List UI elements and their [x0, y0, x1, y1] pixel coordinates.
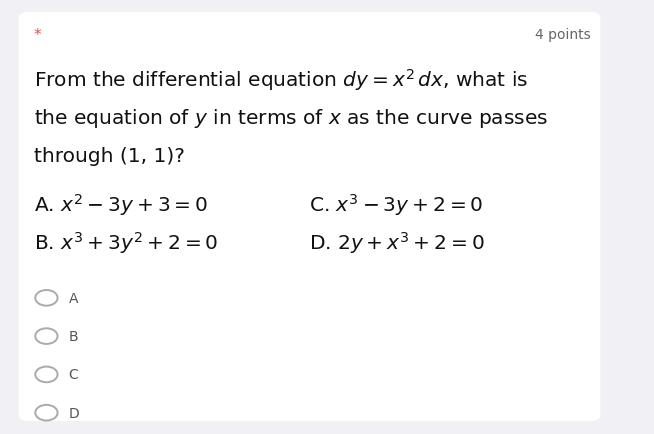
FancyBboxPatch shape	[18, 13, 600, 421]
Text: the equation of $y$ in terms of $x$ as the curve passes: the equation of $y$ in terms of $x$ as t…	[34, 107, 548, 130]
Circle shape	[35, 329, 58, 344]
Text: C: C	[69, 368, 78, 381]
Circle shape	[35, 367, 58, 382]
Text: D. $2y + x^3 + 2 = 0$: D. $2y + x^3 + 2 = 0$	[309, 230, 485, 256]
Text: C. $x^3 - 3y + 2 = 0$: C. $x^3 - 3y + 2 = 0$	[309, 191, 484, 217]
Text: B: B	[69, 329, 78, 343]
Text: D: D	[69, 406, 79, 420]
Text: A. $x^2 - 3y + 3 = 0$: A. $x^2 - 3y + 3 = 0$	[34, 191, 208, 217]
Text: B. $x^3 + 3y^2 + 2 = 0$: B. $x^3 + 3y^2 + 2 = 0$	[34, 230, 218, 256]
Text: From the differential equation $dy = x^2\,dx$, what is: From the differential equation $dy = x^2…	[34, 67, 528, 93]
Text: 4 points: 4 points	[536, 28, 591, 42]
Circle shape	[35, 290, 58, 306]
Text: through (1, 1)?: through (1, 1)?	[34, 147, 185, 166]
Text: *: *	[34, 28, 42, 43]
Text: A: A	[69, 291, 78, 305]
Circle shape	[35, 405, 58, 421]
